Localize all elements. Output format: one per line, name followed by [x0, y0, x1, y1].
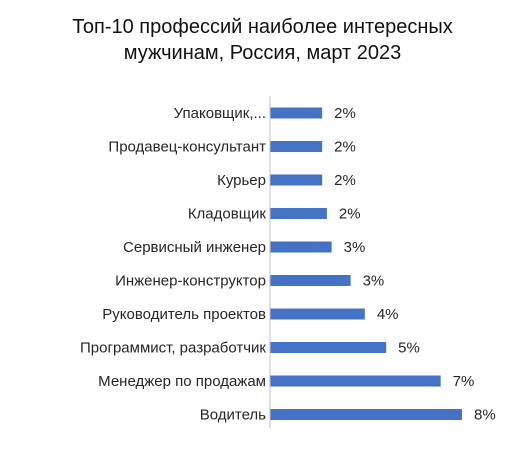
bar — [270, 308, 365, 320]
bar — [270, 208, 327, 219]
chart-title: Топ-10 профессий наиболее интересных муж… — [72, 16, 453, 64]
data-label: 3% — [363, 273, 385, 290]
category-label: Сервисный инженер — [123, 239, 266, 256]
category-label: Водитель — [200, 407, 266, 424]
category-label: Кладовщик — [188, 206, 267, 223]
data-label: 3% — [344, 239, 366, 256]
category-label: Программист, разработчик — [80, 340, 266, 357]
data-labels: 2% 2% 2% 2% 3% 3% 4% 5% 7% 8% — [334, 105, 496, 424]
data-label: 2% — [339, 206, 361, 223]
data-label: 2% — [334, 172, 356, 189]
bar — [270, 141, 323, 152]
category-label: Курьер — [217, 172, 266, 189]
category-label: Инженер-конструктор — [115, 273, 266, 290]
bar — [270, 241, 332, 253]
bar — [270, 375, 441, 387]
data-label: 2% — [334, 139, 356, 156]
bars — [270, 107, 462, 420]
bar — [270, 409, 462, 420]
bar — [270, 342, 387, 353]
data-label: 2% — [334, 105, 356, 122]
bar — [270, 275, 351, 286]
data-label: 8% — [474, 407, 496, 424]
category-label: Продавец-консультант — [108, 139, 266, 156]
data-label: 5% — [398, 340, 420, 357]
data-label: 7% — [453, 373, 475, 390]
bar — [270, 107, 323, 119]
category-label: Упаковщик,... — [174, 105, 266, 122]
data-label: 4% — [377, 306, 399, 323]
bar — [270, 174, 323, 186]
category-label: Руководитель проектов — [102, 306, 266, 323]
category-labels: Упаковщик,... Продавец-консультант Курьер К… — [80, 105, 266, 424]
category-label: Менеджер по продажам — [98, 373, 266, 390]
